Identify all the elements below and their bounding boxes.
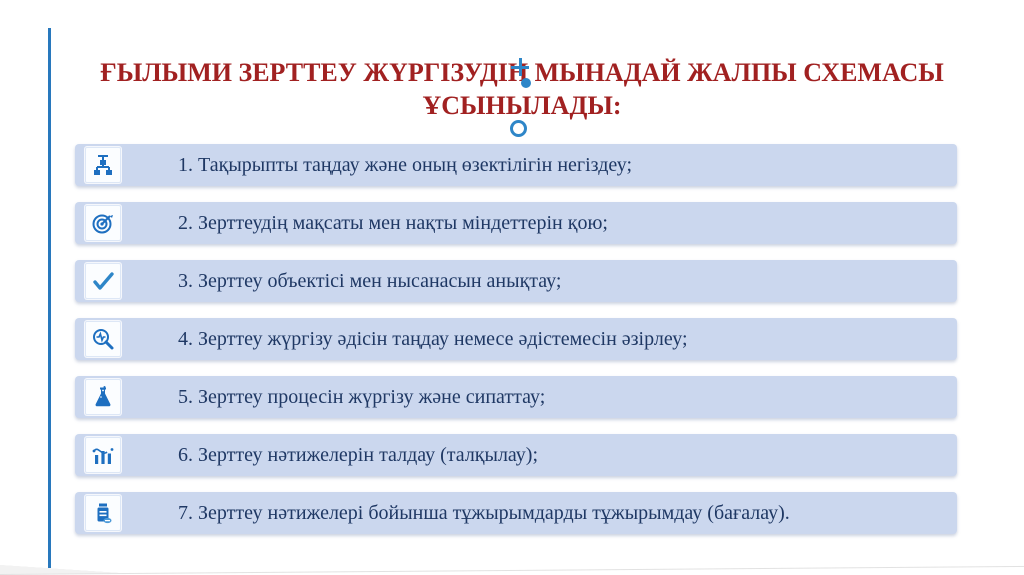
report-icon — [85, 495, 121, 531]
scheme-step-row-7: 7. Зерттеу нәтижелері бойынша тұжырымдар… — [75, 492, 957, 534]
scheme-step-text: 4. Зерттеу жүргізу әдісін таңдау немесе … — [178, 327, 688, 350]
plus-decoration-icon — [511, 58, 529, 76]
scheme-step-row-4: 4. Зерттеу жүргізу әдісін таңдау немесе … — [75, 318, 957, 360]
dot-decoration-icon — [521, 78, 531, 88]
scheme-step-text: 7. Зерттеу нәтижелері бойынша тұжырымдар… — [178, 501, 790, 524]
scheme-step-row-1: 1. Тақырыпты таңдау және оның өзектілігі… — [75, 144, 957, 186]
scheme-step-text: 2. Зерттеудің мақсаты мен нақты міндетте… — [178, 211, 608, 234]
scheme-step-text: 1. Тақырыпты таңдау және оның өзектілігі… — [178, 153, 633, 176]
scheme-step-text: 5. Зерттеу процесін жүргізу және сипатта… — [178, 385, 546, 408]
scheme-step-text: 3. Зерттеу объектісі мен нысанасын анықт… — [178, 269, 562, 292]
slide-corner-edge — [0, 564, 150, 574]
left-accent-rule — [48, 28, 51, 568]
target-icon — [85, 205, 121, 241]
scheme-step-row-2: 2. Зерттеудің мақсаты мен нақты міндетте… — [75, 202, 957, 244]
scheme-step-row-6: 6. Зерттеу нәтижелерін талдау (талқылау)… — [75, 434, 957, 476]
flask-icon — [85, 379, 121, 415]
sitemap-icon — [85, 147, 121, 183]
chart-analysis-icon — [85, 437, 121, 473]
scheme-step-row-3: 3. Зерттеу объектісі мен нысанасын анықт… — [75, 260, 957, 302]
scheme-step-text: 6. Зерттеу нәтижелерін талдау (талқылау)… — [178, 443, 539, 466]
search-pulse-icon — [85, 321, 121, 357]
ring-decoration-icon — [510, 120, 527, 137]
scheme-steps-list: 1. Тақырыпты таңдау және оның өзектілігі… — [75, 144, 957, 550]
checkmark-icon — [85, 263, 121, 299]
slide-title-line2: ҰСЫНЫЛАДЫ: — [422, 91, 622, 121]
scheme-step-row-5: 5. Зерттеу процесін жүргізу және сипатта… — [75, 376, 957, 418]
